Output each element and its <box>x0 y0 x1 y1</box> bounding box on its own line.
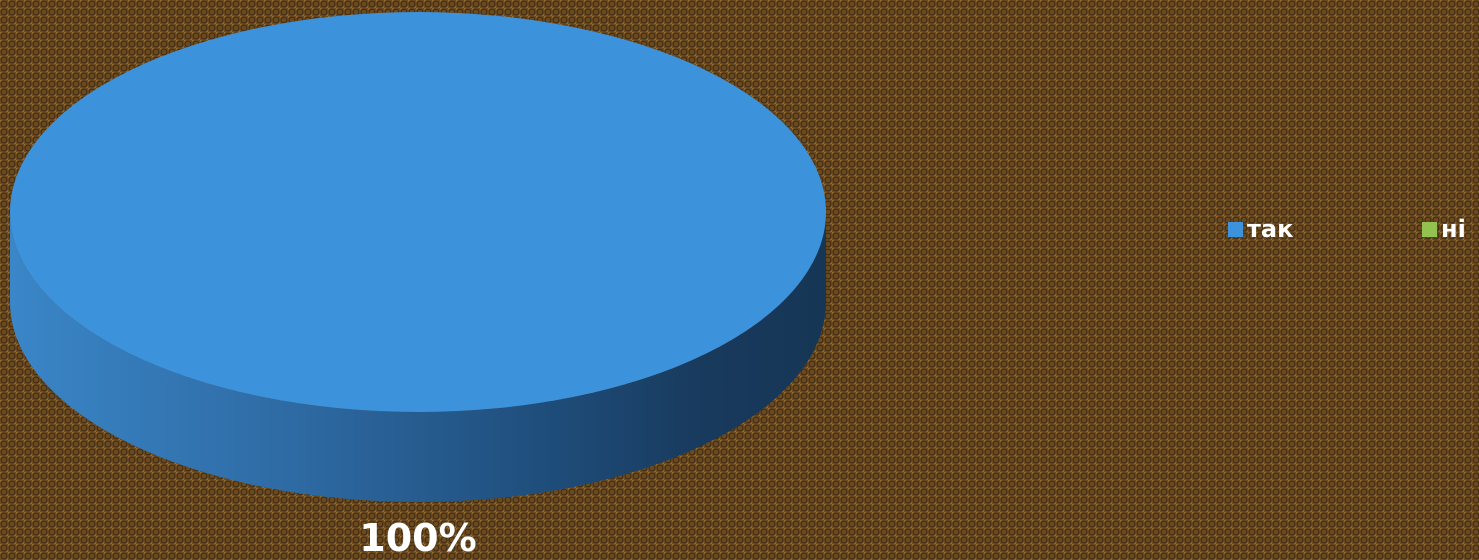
legend-label-ni: ні <box>1441 215 1466 243</box>
pie-slice-tak <box>10 12 826 412</box>
legend-item-tak: так <box>1228 214 1293 244</box>
chart-legend: так ні <box>1228 214 1479 246</box>
pie-side-wall <box>10 212 826 502</box>
data-label-tak: 100% <box>359 516 477 560</box>
legend-item-ni: ні <box>1422 214 1466 244</box>
legend-label-tak: так <box>1247 215 1294 243</box>
legend-swatch-tak <box>1228 221 1243 237</box>
legend-swatch-ni <box>1422 221 1437 237</box>
